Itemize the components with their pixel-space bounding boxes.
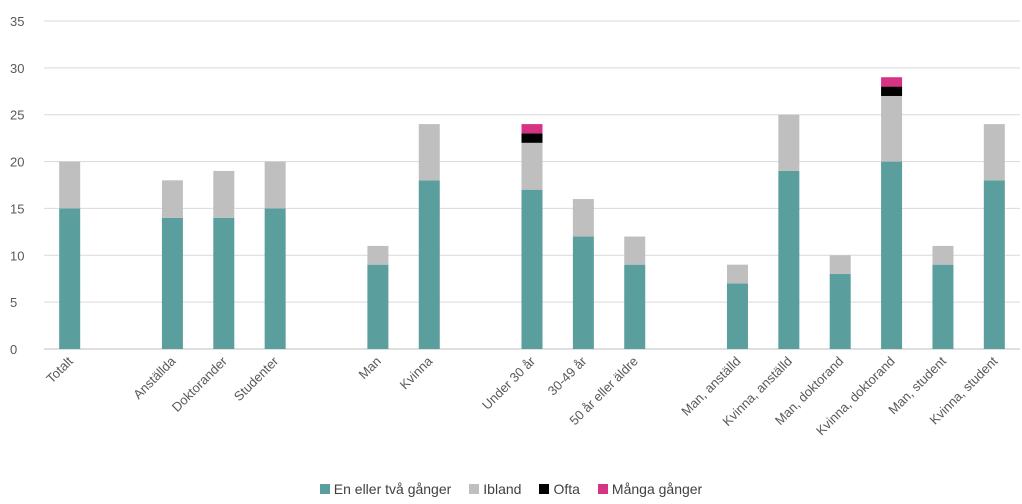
bar-segment xyxy=(881,161,903,349)
legend-label: Många gånger xyxy=(611,481,703,497)
bar-segment xyxy=(521,142,543,190)
bar-segment xyxy=(572,199,594,237)
y-tick-label: 5 xyxy=(10,295,17,310)
x-tick-label: Man xyxy=(356,354,384,382)
y-axis-tick-labels: 0 5 10 15 20 25 30 35 xyxy=(10,14,24,357)
bar-segment xyxy=(521,124,543,134)
legend: En eller två gånger Ibland Ofta Många gånge… xyxy=(0,481,1022,497)
legend-label: En eller två gånger xyxy=(333,481,452,497)
bar-segment xyxy=(521,133,543,143)
y-tick-label: 15 xyxy=(10,201,24,216)
bar-segment xyxy=(829,255,851,275)
x-tick-label: 30-49 år xyxy=(545,353,590,398)
bar-segment xyxy=(213,170,235,218)
bar-segment xyxy=(572,236,594,349)
bar-segment xyxy=(367,245,389,265)
bar-segment xyxy=(983,124,1005,181)
legend-item: Ibland xyxy=(469,481,521,497)
bar-segment xyxy=(983,180,1005,349)
bar-segment xyxy=(726,283,748,349)
bar-segment xyxy=(161,180,183,218)
x-tick-label: Totalt xyxy=(43,353,76,386)
bar-segment xyxy=(881,86,903,96)
bar-segment xyxy=(418,124,440,181)
legend-swatch xyxy=(469,484,480,494)
y-tick-label: 30 xyxy=(10,61,24,76)
y-tick-label: 35 xyxy=(10,14,24,29)
legend-swatch xyxy=(597,484,608,494)
y-tick-label: 10 xyxy=(10,248,24,263)
y-tick-label: 20 xyxy=(10,155,24,170)
bar-segment xyxy=(521,189,543,349)
legend-item: Många gånger xyxy=(597,481,703,497)
x-tick-label: Kvinna xyxy=(397,353,436,392)
legend-swatch xyxy=(319,484,330,494)
bar-segment xyxy=(624,236,646,265)
legend-label: Ofta xyxy=(553,481,580,497)
bar-segment xyxy=(161,217,183,349)
legend-item: En eller två gånger xyxy=(319,481,452,497)
x-tick-label: Under 30 år xyxy=(479,353,539,413)
bar-segment xyxy=(264,161,286,209)
bar-segment xyxy=(213,217,235,349)
x-tick-label: Studenter xyxy=(231,353,282,404)
bar-segment xyxy=(418,180,440,349)
bar-segment xyxy=(59,161,81,209)
bar-segment xyxy=(726,264,748,284)
bar-segment xyxy=(367,264,389,349)
bar-segment xyxy=(932,245,954,265)
bar-layer xyxy=(59,77,1005,349)
bar-segment xyxy=(778,114,800,171)
legend-label: Ibland xyxy=(483,481,522,497)
bar-segment xyxy=(264,208,286,349)
bar-segment xyxy=(932,264,954,349)
bar-segment xyxy=(829,274,851,349)
x-tick-label: Anställda xyxy=(130,353,179,402)
y-tick-label: 25 xyxy=(10,108,24,123)
bar-segment xyxy=(624,264,646,349)
bar-segment xyxy=(881,77,903,87)
bar-segment xyxy=(881,95,903,162)
y-tick-label: 0 xyxy=(10,342,17,357)
bar-segment xyxy=(59,208,81,349)
legend-swatch xyxy=(539,484,550,494)
bar-segment xyxy=(778,170,800,349)
x-tick-label: Doktorander xyxy=(169,353,231,415)
legend-item: Ofta xyxy=(539,481,580,497)
